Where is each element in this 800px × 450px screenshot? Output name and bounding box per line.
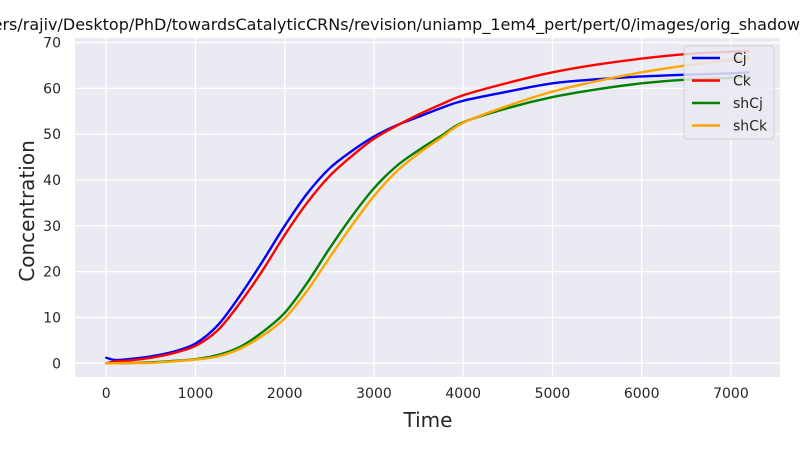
y-tick-label: 0	[52, 356, 61, 372]
y-tick-label: 20	[43, 265, 61, 281]
chart-title: /Users/rajiv/Desktop/PhD/towardsCatalyti…	[0, 15, 800, 35]
x-tick-label: 6000	[624, 386, 660, 402]
x-tick-label: 5000	[535, 386, 571, 402]
legend-label-ck: Ck	[733, 74, 752, 90]
series-line-cj	[105, 71, 750, 362]
legend-label-cj: Cj	[733, 51, 747, 67]
y-tick-label: 50	[43, 127, 61, 143]
tick-labels: 0 1000 2000 3000 4000 5000 6000 7000 0 10 20 30 40 50…	[43, 36, 749, 402]
x-tick-label: 2000	[267, 386, 303, 402]
x-axis-label: Time	[403, 408, 453, 432]
legend-label-shcj: shCj	[733, 96, 763, 112]
x-tick-label: 0	[102, 386, 111, 402]
series-line-ck	[105, 50, 750, 365]
x-tick-label: 3000	[356, 386, 392, 402]
y-tick-label: 40	[43, 173, 61, 189]
y-tick-label: 70	[43, 36, 61, 52]
y-tick-label: 60	[43, 81, 61, 97]
y-tick-label: 30	[43, 219, 61, 235]
y-tick-label: 10	[43, 310, 61, 326]
legend-label-shck: shCk	[733, 119, 768, 135]
series-lines	[105, 50, 750, 365]
x-tick-label: 4000	[445, 386, 481, 402]
plot-area	[75, 38, 780, 377]
legend: Cj Ck shCj shCk	[683, 45, 775, 140]
y-axis-label: Concentration	[15, 140, 39, 281]
legend-box	[683, 45, 775, 140]
x-tick-label: 7000	[713, 386, 749, 402]
series-line-shck	[105, 56, 750, 365]
x-tick-label: 1000	[178, 386, 214, 402]
